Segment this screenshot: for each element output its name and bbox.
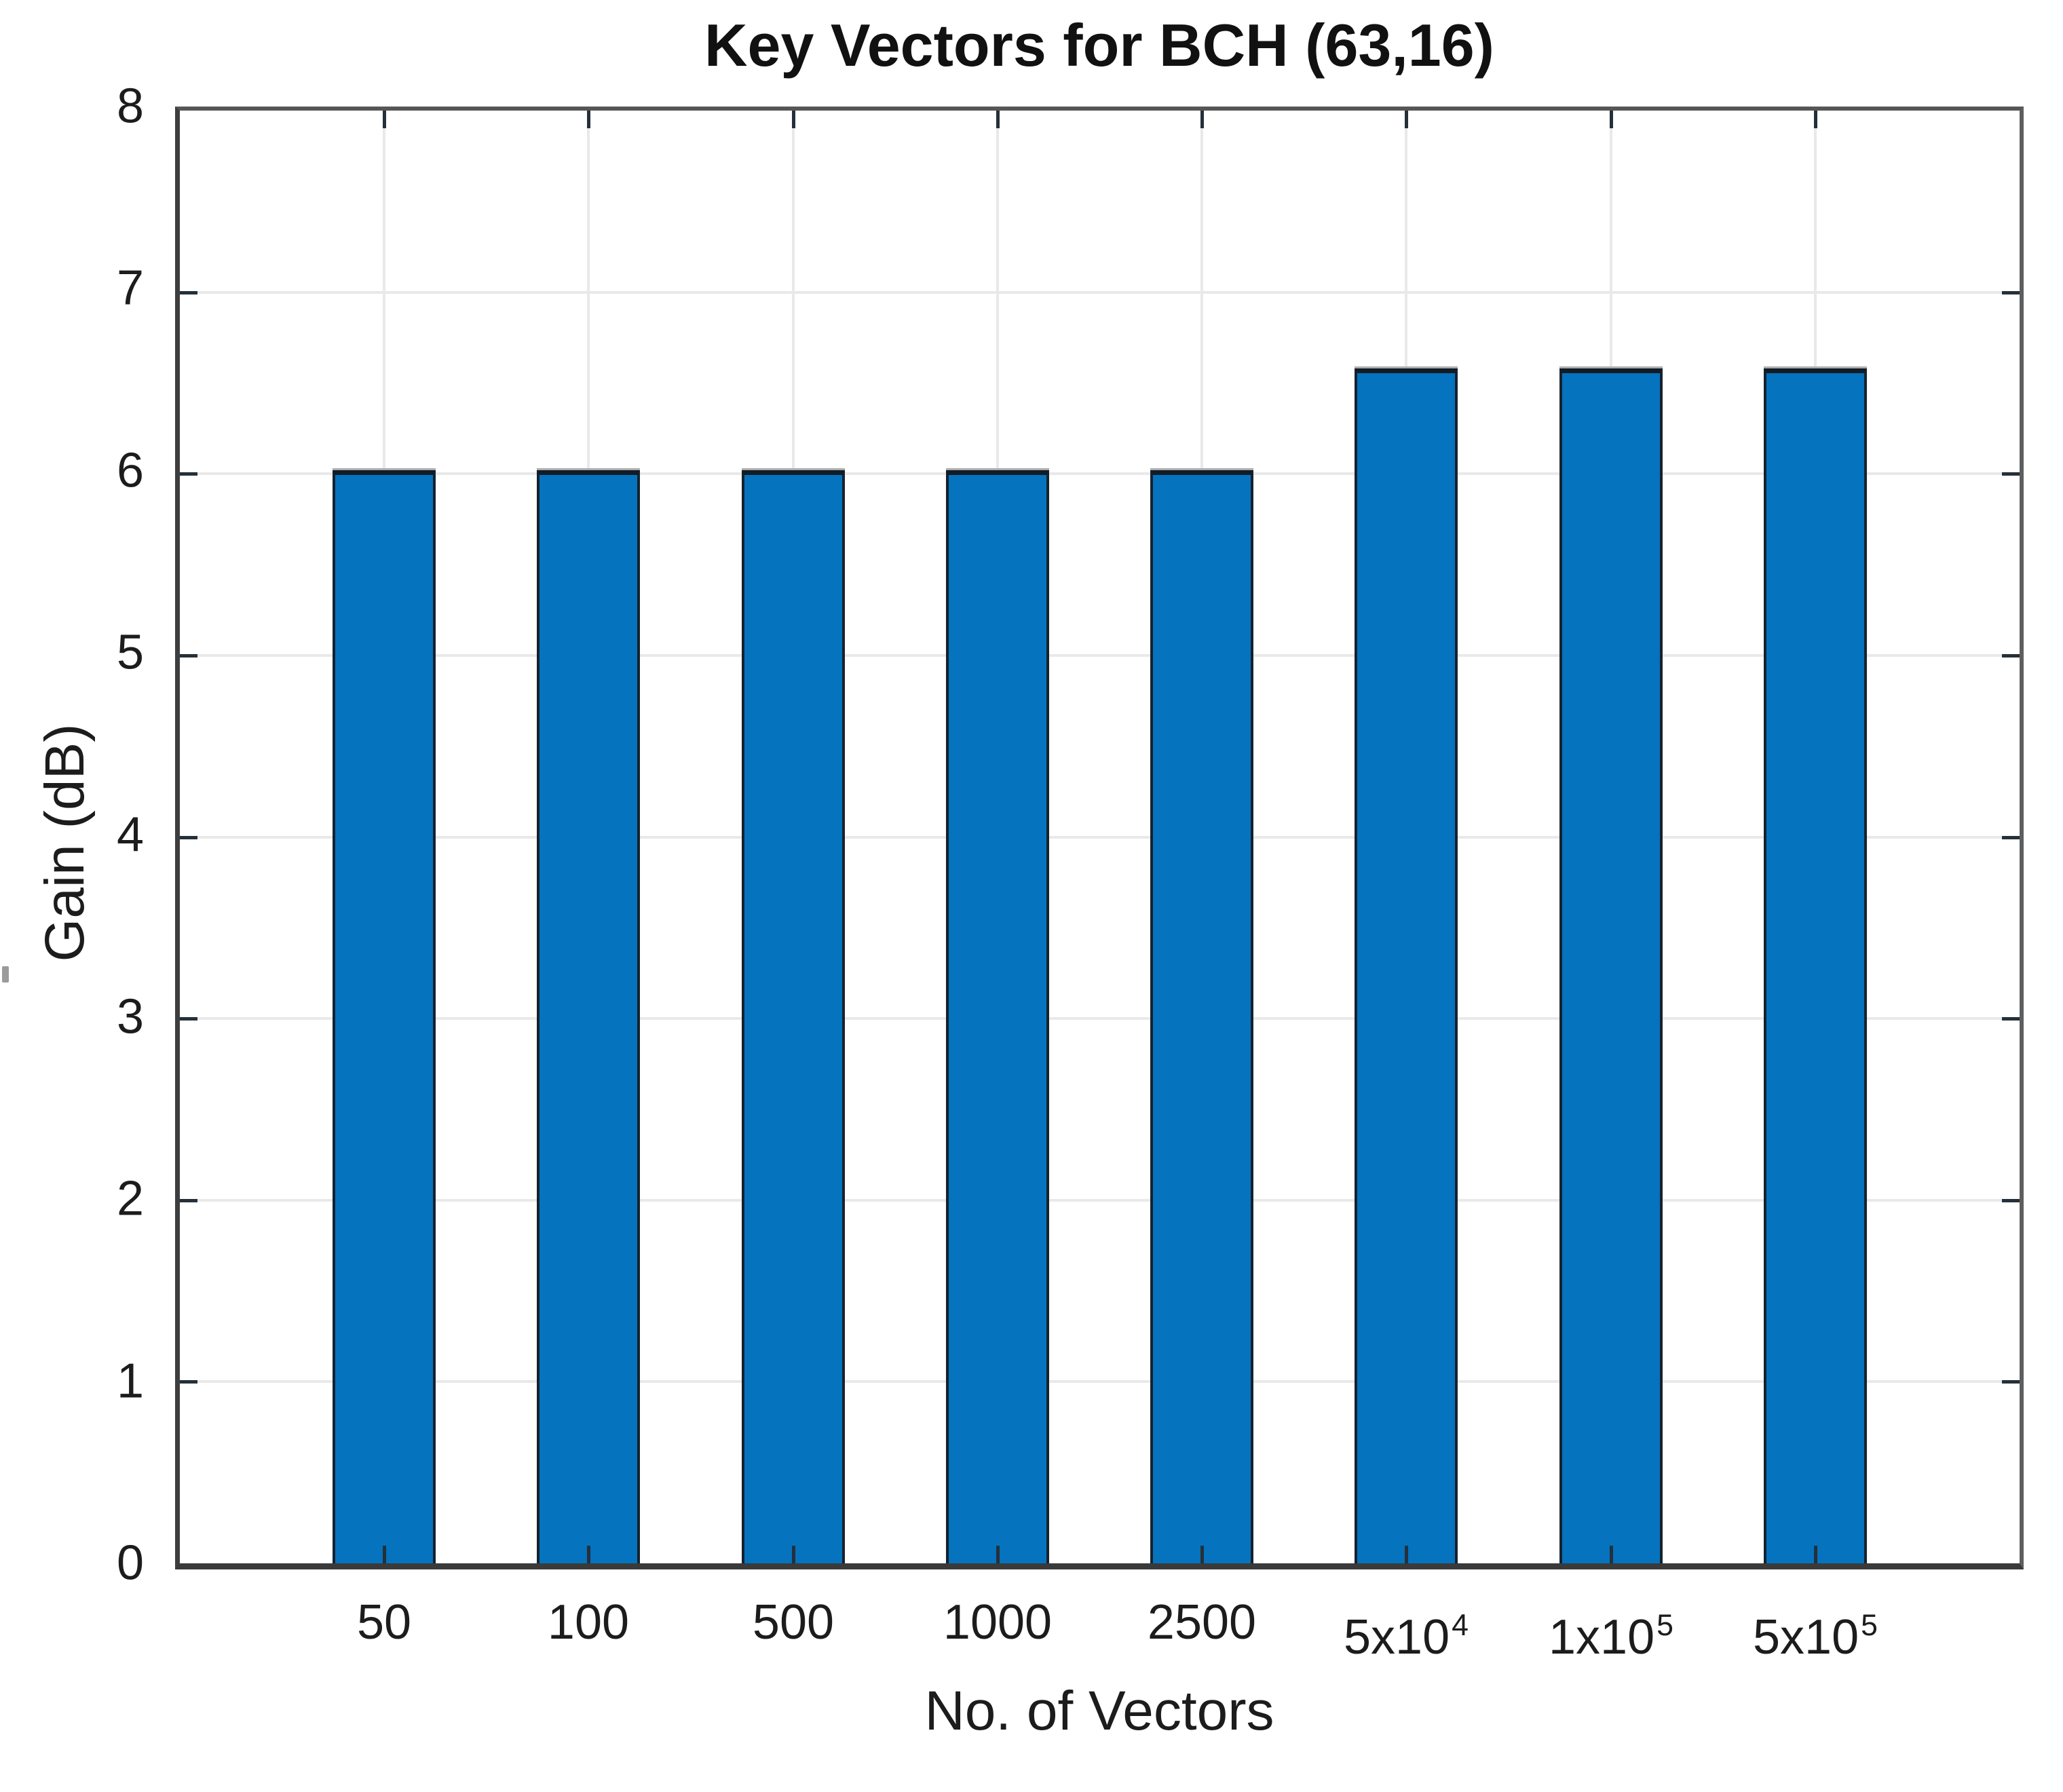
y-axis-tick bbox=[2002, 654, 2020, 657]
h-gridline bbox=[180, 291, 2020, 294]
y-axis-tick bbox=[180, 472, 197, 476]
x-tick-label: 1000 bbox=[943, 1595, 1053, 1650]
x-axis-tick bbox=[1405, 1546, 1408, 1563]
y-axis-tick bbox=[180, 1380, 197, 1384]
x-axis-tick bbox=[1814, 111, 1817, 128]
x-tick-label: 5x105 bbox=[1753, 1608, 1878, 1664]
x-axis-tick bbox=[792, 111, 795, 128]
y-axis-tick bbox=[180, 654, 197, 657]
x-tick-label: 1x105 bbox=[1549, 1608, 1673, 1664]
y-tick-label: 5 bbox=[116, 625, 144, 680]
x-axis-tick bbox=[1610, 1546, 1613, 1563]
h-gridline bbox=[180, 654, 2020, 657]
x-tick-label: 500 bbox=[752, 1595, 835, 1650]
y-tick-label: 6 bbox=[116, 443, 144, 498]
bar bbox=[1764, 368, 1867, 1563]
x-tick-superscript: 5 bbox=[1657, 1608, 1673, 1642]
x-tick-label: 100 bbox=[547, 1595, 630, 1650]
x-tick-label: 50 bbox=[356, 1595, 412, 1650]
y-tick-label: 0 bbox=[116, 1536, 144, 1590]
x-axis-tick bbox=[1610, 111, 1613, 128]
x-tick-superscript: 4 bbox=[1452, 1608, 1469, 1642]
x-axis-tick bbox=[587, 111, 590, 128]
bar bbox=[1150, 470, 1253, 1563]
x-axis-tick bbox=[996, 111, 1000, 128]
x-axis-label: No. of Vectors bbox=[924, 1680, 1274, 1742]
y-axis-tick bbox=[2002, 1199, 2020, 1202]
x-tick-label: 5x104 bbox=[1344, 1608, 1469, 1664]
y-axis-tick bbox=[180, 1017, 197, 1021]
x-axis-tick bbox=[1405, 111, 1408, 128]
y-axis-tick bbox=[2002, 1017, 2020, 1021]
h-gridline bbox=[180, 836, 2020, 839]
y-axis-tick bbox=[2002, 1380, 2020, 1384]
bar bbox=[742, 470, 845, 1563]
x-axis-tick bbox=[1814, 1546, 1817, 1563]
y-axis-tick bbox=[180, 1199, 197, 1202]
h-gridline bbox=[180, 1199, 2020, 1202]
bar bbox=[1355, 368, 1458, 1563]
x-axis-tick bbox=[383, 1546, 386, 1563]
chart-title: Key Vectors for BCH (63,16) bbox=[704, 12, 1494, 79]
y-tick-label: 2 bbox=[116, 1171, 144, 1226]
x-tick-label: 2500 bbox=[1147, 1595, 1257, 1650]
y-tick-label: 4 bbox=[116, 807, 144, 862]
plot-area bbox=[175, 107, 2024, 1569]
x-tick-superscript: 5 bbox=[1861, 1608, 1878, 1642]
y-tick-label: 8 bbox=[116, 79, 144, 134]
y-axis-tick bbox=[2002, 472, 2020, 476]
h-gridline bbox=[180, 1017, 2020, 1020]
x-axis-tick bbox=[792, 1546, 795, 1563]
h-gridline bbox=[180, 1380, 2020, 1383]
y-axis-tick bbox=[2002, 291, 2020, 294]
y-tick-label: 1 bbox=[116, 1354, 144, 1409]
x-axis-tick bbox=[1200, 111, 1204, 128]
y-axis-tick bbox=[180, 291, 197, 294]
x-axis-tick bbox=[996, 1546, 1000, 1563]
y-axis-tick bbox=[180, 836, 197, 839]
x-axis-tick bbox=[1200, 1546, 1204, 1563]
bar bbox=[333, 470, 436, 1563]
y-axis-tick bbox=[2002, 836, 2020, 839]
stray-artifact-mark bbox=[2, 966, 9, 983]
y-tick-label: 7 bbox=[116, 261, 144, 316]
bar bbox=[946, 470, 1049, 1563]
x-axis-tick bbox=[383, 111, 386, 128]
x-axis-tick bbox=[587, 1546, 590, 1563]
h-gridline bbox=[180, 472, 2020, 475]
bar bbox=[1559, 368, 1663, 1563]
bar bbox=[537, 470, 640, 1563]
y-tick-label: 3 bbox=[116, 989, 144, 1044]
